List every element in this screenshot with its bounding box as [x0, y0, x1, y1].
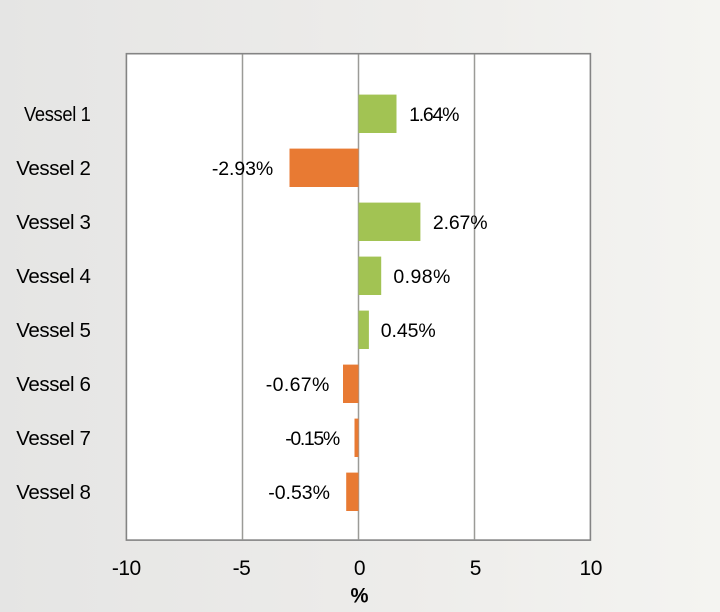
svg-text:Vessel 3: Vessel 3: [16, 211, 90, 234]
svg-text:-10: -10: [112, 557, 141, 580]
svg-text:5: 5: [470, 557, 481, 580]
svg-text:Vessel 5: Vessel 5: [16, 319, 90, 342]
svg-text:Vessel 1: Vessel 1: [24, 103, 91, 126]
svg-text:Vessel 7: Vessel 7: [16, 427, 90, 450]
svg-text:1.64%: 1.64%: [409, 104, 459, 126]
svg-text:10: 10: [580, 557, 602, 580]
svg-text:0: 0: [354, 557, 365, 580]
svg-text:%: %: [351, 583, 369, 608]
svg-text:Vessel 4: Vessel 4: [16, 265, 90, 288]
svg-text:-0.15%: -0.15%: [285, 428, 340, 450]
svg-text:2.67%: 2.67%: [433, 212, 488, 234]
svg-text:Vessel 6: Vessel 6: [16, 373, 90, 396]
svg-text:-0.53%: -0.53%: [268, 482, 330, 504]
svg-text:0.98%: 0.98%: [393, 266, 450, 288]
svg-text:-5: -5: [233, 557, 251, 580]
svg-text:0.45%: 0.45%: [381, 320, 436, 342]
svg-text:-2.93%: -2.93%: [212, 158, 273, 180]
svg-text:Vessel 2: Vessel 2: [16, 157, 90, 180]
svg-text:Vessel 8: Vessel 8: [16, 481, 90, 504]
svg-text:-0.67%: -0.67%: [266, 374, 330, 396]
